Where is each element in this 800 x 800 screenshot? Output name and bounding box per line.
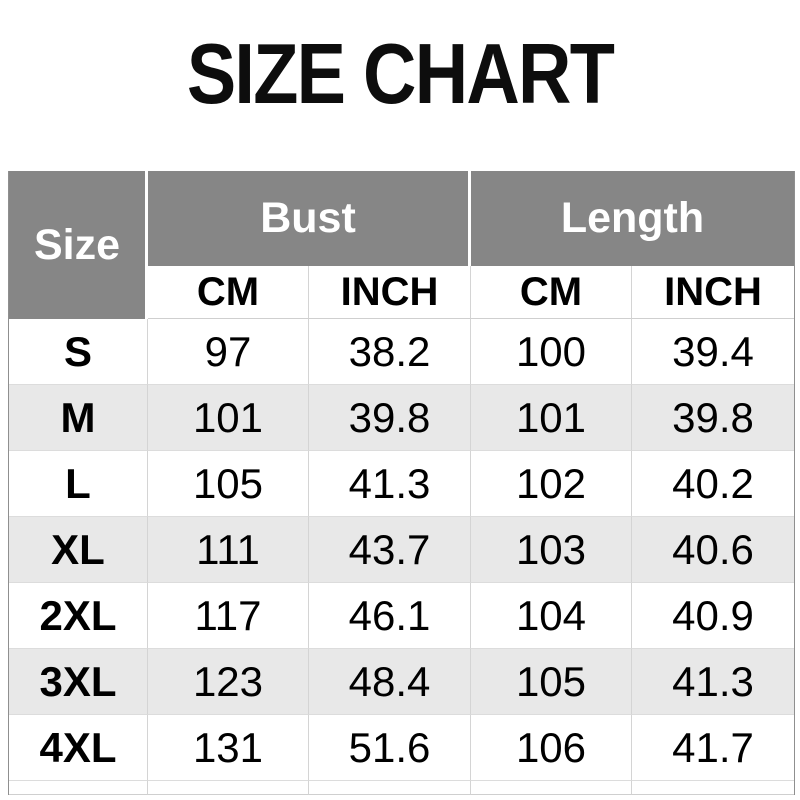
size-cell-xl: XL [9,517,148,583]
value-cell: 101 [471,385,632,451]
value-cell: 102 [471,451,632,517]
partial-row-cell [632,781,794,795]
size-cell-4xl: 4XL [9,715,148,781]
value-cell: 41.3 [309,451,471,517]
unit-header-bust-cm: CM [148,266,309,319]
group-header-length: Length [471,171,794,266]
partial-row-cell [309,781,471,795]
size-chart-table: Size Bust Length CM INCH CM INCH S 97 38… [8,171,795,795]
value-cell: 123 [148,649,309,715]
unit-header-length-inch: INCH [632,266,794,319]
value-cell: 105 [471,649,632,715]
value-cell: 111 [148,517,309,583]
size-cell-l: L [9,451,148,517]
value-cell: 101 [148,385,309,451]
value-cell: 46.1 [309,583,471,649]
value-cell: 97 [148,319,309,385]
size-cell-2xl: 2XL [9,583,148,649]
size-cell-3xl: 3XL [9,649,148,715]
value-cell: 117 [148,583,309,649]
value-cell: 48.4 [309,649,471,715]
value-cell: 39.8 [632,385,794,451]
value-cell: 104 [471,583,632,649]
partial-row-cell [9,781,148,795]
value-cell: 39.4 [632,319,794,385]
unit-header-length-cm: CM [471,266,632,319]
unit-header-bust-inch: INCH [309,266,471,319]
page-title: SIZE CHART [186,27,615,122]
value-cell: 131 [148,715,309,781]
size-cell-s: S [9,319,148,385]
value-cell: 103 [471,517,632,583]
corner-header-size: Size [9,171,148,319]
value-cell: 40.6 [632,517,794,583]
group-header-bust: Bust [148,171,471,266]
value-cell: 100 [471,319,632,385]
value-cell: 40.9 [632,583,794,649]
value-cell: 105 [148,451,309,517]
value-cell: 38.2 [309,319,471,385]
partial-row-cell [148,781,309,795]
value-cell: 51.6 [309,715,471,781]
value-cell: 39.8 [309,385,471,451]
size-cell-m: M [9,385,148,451]
value-cell: 106 [471,715,632,781]
value-cell: 43.7 [309,517,471,583]
value-cell: 40.2 [632,451,794,517]
value-cell: 41.3 [632,649,794,715]
partial-row-cell [471,781,632,795]
value-cell: 41.7 [632,715,794,781]
